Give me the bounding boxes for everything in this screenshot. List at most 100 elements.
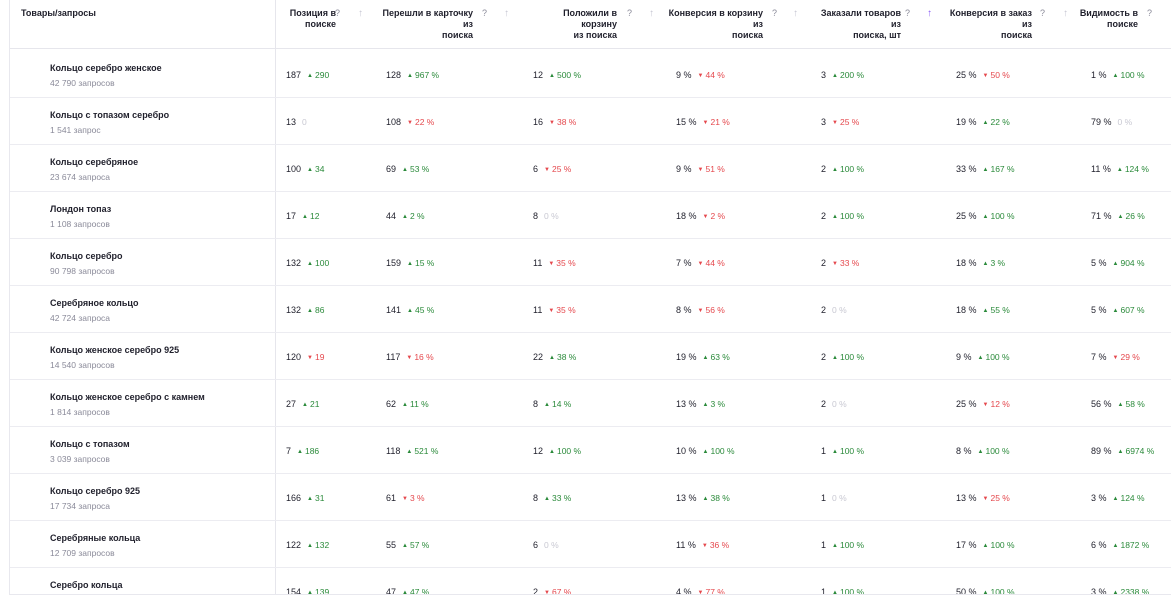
query-name[interactable]: Кольцо серебряное bbox=[50, 157, 139, 167]
metric-delta: ▲ 167 % bbox=[983, 164, 1015, 174]
query-name[interactable]: Лондон топаз bbox=[50, 204, 112, 214]
sort-arrow-icon[interactable]: ↑ bbox=[504, 8, 509, 19]
header-column-4[interactable]: Конверсия в корзину из поиска? ↑ bbox=[667, 8, 798, 41]
question-icon[interactable]: ? bbox=[905, 8, 911, 18]
header-column-5[interactable]: Заказали товаров из поиска, шт? ↑ bbox=[809, 8, 932, 41]
query-count: 23 674 запроса bbox=[50, 172, 111, 182]
sort-arrow-icon[interactable]: ↑ bbox=[649, 8, 654, 19]
metric-delta-value: 100 % bbox=[839, 211, 865, 221]
metric-delta: ▲ 14 % bbox=[544, 399, 571, 409]
metric-cell-5: 2 0 % bbox=[821, 399, 847, 409]
table-row[interactable]: Кольцо серебро 925 17 734 запроса 166 ▲ 31 61… bbox=[10, 473, 1171, 521]
metric-cell-7: 89 % ▲ 6974 % bbox=[1091, 446, 1154, 456]
metric-value: 4 % bbox=[676, 587, 692, 595]
metric-cell-4: 4 % ▼ 77 % bbox=[676, 587, 725, 595]
query-name[interactable]: Кольцо женское серебро 925 bbox=[50, 345, 180, 355]
table-row[interactable]: Кольцо серебряное 23 674 запроса 100 ▲ 34 69 ▲… bbox=[10, 144, 1171, 192]
metric-value: 27 bbox=[286, 399, 297, 409]
metric-delta-value: 33 % bbox=[839, 258, 860, 268]
table-row[interactable]: Кольцо серебро женское 42 790 запросов 187… bbox=[10, 50, 1171, 98]
header-label-line2: поиске bbox=[305, 19, 336, 29]
header-label-line1: Положили в корзину bbox=[563, 8, 617, 29]
metric-cell-6: 25 % ▲ 100 % bbox=[956, 211, 1015, 221]
query-name[interactable]: Серебряное кольцо bbox=[50, 298, 139, 308]
query-count: 1 814 запросов bbox=[50, 407, 110, 417]
metric-cell-1: 100 ▲ 34 bbox=[286, 164, 324, 174]
triangle-up-icon: ▲ bbox=[307, 73, 313, 79]
header-column-3[interactable]: Положили в корзину из поиска? ↑ bbox=[525, 8, 654, 41]
sort-arrow-icon[interactable]: ↑ bbox=[1063, 8, 1068, 19]
metric-cell-7: 1 % ▲ 100 % bbox=[1091, 70, 1145, 80]
metric-value: 1 % bbox=[1091, 70, 1107, 80]
sort-arrow-icon[interactable]: ↑ bbox=[358, 8, 363, 19]
metric-delta: 0 % bbox=[544, 211, 559, 221]
question-icon[interactable]: ? bbox=[1040, 8, 1046, 18]
triangle-up-icon: ▲ bbox=[1112, 73, 1119, 79]
table-row[interactable]: Кольцо с топазом серебро 1 541 запрос 13 0 1… bbox=[10, 97, 1171, 145]
query-name[interactable]: Серебряные кольца bbox=[50, 533, 141, 543]
query-name[interactable]: Кольцо серебро женское bbox=[50, 63, 162, 73]
header-column-1[interactable]: Позиция в поиске? ↑ bbox=[286, 8, 363, 30]
metric-delta: ▲ 200 % bbox=[832, 70, 864, 80]
table-row[interactable]: Кольцо женское серебро 925 14 540 запросо… bbox=[10, 332, 1171, 380]
metric-delta-value: 36 % bbox=[709, 540, 730, 550]
metric-cell-2: 141 ▲ 45 % bbox=[386, 305, 434, 315]
table-row[interactable]: Кольцо серебро 90 798 запросов 132 ▲ 100 159 ▲… bbox=[10, 238, 1171, 286]
metric-delta: ▲ 100 % bbox=[832, 352, 864, 362]
metric-delta-value: 29 % bbox=[1120, 352, 1140, 362]
table-row[interactable]: Серебряные кольца 12 709 запросов 122 ▲ 132 5… bbox=[10, 520, 1171, 568]
question-icon[interactable]: ? bbox=[627, 8, 633, 18]
header-products-queries[interactable]: Товары/запросы bbox=[21, 8, 96, 19]
question-icon[interactable]: ? bbox=[335, 8, 341, 18]
metric-delta-value: 38 % bbox=[556, 117, 577, 127]
metric-delta: ▲ 100 % bbox=[832, 164, 864, 174]
triangle-up-icon: ▲ bbox=[702, 496, 709, 502]
query-name[interactable]: Кольцо с топазом bbox=[50, 439, 130, 449]
metric-value: 33 % bbox=[956, 164, 977, 174]
triangle-up-icon: ▲ bbox=[549, 73, 555, 79]
query-name[interactable]: Серебро кольца bbox=[50, 580, 123, 590]
question-icon[interactable]: ? bbox=[1147, 8, 1153, 18]
metric-delta: 0 % bbox=[832, 493, 847, 503]
metric-cell-4: 13 % ▲ 3 % bbox=[676, 399, 725, 409]
question-icon[interactable]: ? bbox=[772, 8, 778, 18]
sort-arrow-icon[interactable]: ↑ bbox=[793, 8, 798, 19]
metric-delta: ▲ 38 % bbox=[703, 493, 730, 503]
metric-delta-value: 100 % bbox=[985, 446, 1010, 456]
triangle-down-icon: ▼ bbox=[701, 543, 708, 549]
metric-delta: ▲ 22 % bbox=[983, 117, 1010, 127]
query-name[interactable]: Кольцо серебро bbox=[50, 251, 123, 261]
header-label: Видимость в поиске bbox=[1078, 8, 1138, 30]
metric-cell-3: 22 ▲ 38 % bbox=[533, 352, 576, 362]
metric-value: 132 bbox=[286, 258, 302, 268]
table-row[interactable]: Серебро кольца 154 ▲ 139 47 ▲ 47 % 2 ▼ 67 % 4 % ▼ 77… bbox=[10, 567, 1171, 595]
metric-cell-7: 3 % ▲ 124 % bbox=[1091, 493, 1145, 503]
metric-cell-5: 3 ▼ 25 % bbox=[821, 117, 859, 127]
triangle-up-icon: ▲ bbox=[302, 214, 308, 220]
query-name[interactable]: Кольцо с топазом серебро bbox=[50, 110, 170, 120]
table-row[interactable]: Кольцо женское серебро с камнем 1 814 зап… bbox=[10, 379, 1171, 427]
metric-delta: ▲ 3 % bbox=[983, 258, 1006, 268]
header-column-2[interactable]: Перешли в карточку из поиска? ↑ bbox=[379, 8, 509, 41]
table-row[interactable]: Серебряное кольцо 42 724 запроса 132 ▲ 86 141… bbox=[10, 285, 1171, 333]
metric-cell-3: 6 ▼ 25 % bbox=[533, 164, 571, 174]
metric-delta-value: 521 % bbox=[414, 446, 439, 456]
header-column-7[interactable]: Видимость в поиске? bbox=[1078, 8, 1152, 30]
metric-value: 9 % bbox=[676, 164, 692, 174]
metric-delta: ▲ 63 % bbox=[703, 352, 730, 362]
metric-cell-3: 16 ▼ 38 % bbox=[533, 117, 576, 127]
question-icon[interactable]: ? bbox=[482, 8, 488, 18]
query-name[interactable]: Кольцо женское серебро с камнем bbox=[50, 392, 205, 402]
metric-cell-4: 7 % ▼ 44 % bbox=[676, 258, 725, 268]
sort-arrow-icon[interactable]: ↑ bbox=[927, 8, 932, 19]
table-row[interactable]: Кольцо с топазом 3 039 запросов 7 ▲ 186 118 ▲ 5… bbox=[10, 426, 1171, 474]
metric-delta: ▼ 35 % bbox=[548, 305, 575, 315]
metric-value: 47 bbox=[386, 587, 397, 595]
header-column-6[interactable]: Конверсия в заказ из поиска? ↑ bbox=[940, 8, 1068, 41]
metric-delta-value: 124 % bbox=[1124, 164, 1149, 174]
metric-delta-value: 100 % bbox=[710, 446, 735, 456]
query-name[interactable]: Кольцо серебро 925 bbox=[50, 486, 141, 496]
table-row[interactable]: Лондон топаз 1 108 запросов 17 ▲ 12 44 ▲ 2 % 8 0 … bbox=[10, 191, 1171, 239]
triangle-up-icon: ▲ bbox=[982, 590, 989, 595]
metric-cell-4: 9 % ▼ 44 % bbox=[676, 70, 725, 80]
